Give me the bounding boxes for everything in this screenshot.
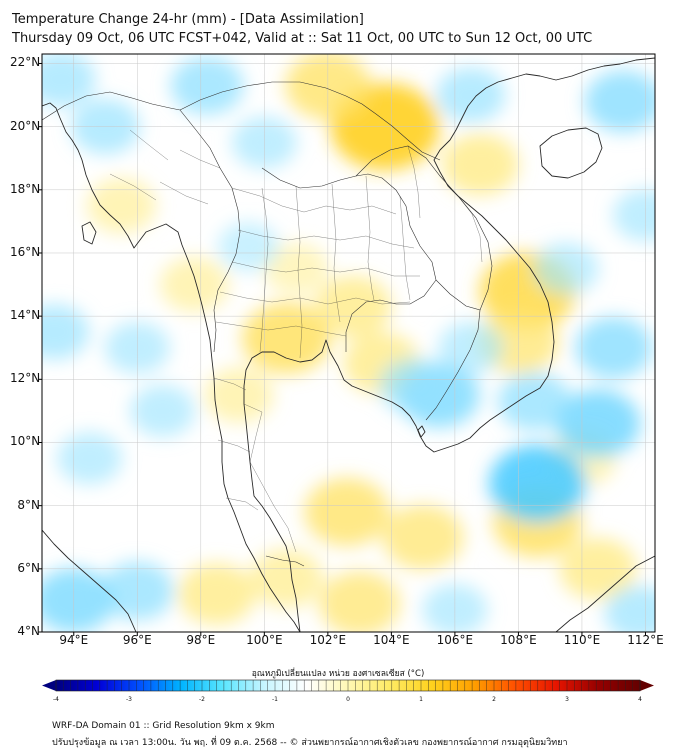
lat-tick-label: 6°N [17, 560, 40, 575]
colorbar-tick-label: -4 [53, 696, 59, 703]
colorbar-tick-label: 4 [638, 696, 642, 703]
anomaly-blob-6 [314, 275, 392, 338]
colorbar-tick-label: 0 [346, 696, 350, 703]
lat-tick-label: 14°N [10, 308, 41, 323]
anomaly-blob-36 [436, 67, 506, 123]
anomaly-blob-16 [178, 563, 256, 625]
malaysia-borneo [555, 555, 655, 632]
anomaly-blob-33 [584, 70, 655, 133]
hainan-island [539, 127, 603, 179]
sumatra-tip [42, 529, 137, 632]
anomaly-blob-2 [441, 133, 519, 196]
anomaly-blob-40 [130, 384, 196, 437]
colorbar-tick-label: -2 [199, 696, 205, 703]
anomaly-blob-13 [382, 504, 464, 570]
temperature-field [42, 54, 655, 632]
lon-tick-label: 104°E [373, 633, 410, 647]
colorbar-tick-label: 2 [492, 696, 496, 703]
anomaly-blob-27 [379, 358, 449, 414]
colorbar-high-arrow [640, 680, 654, 691]
anomaly-blob-17 [250, 549, 324, 608]
anomaly-blob-12 [304, 477, 390, 546]
colorbar-title: อุณหภูมิเปลี่ยนแปลง หน่วย องศาเซลเซียส (… [251, 669, 425, 679]
colorbar-tick-label: 1 [419, 696, 423, 703]
axis-ticks [38, 62, 646, 636]
anomaly-blob-32 [575, 316, 653, 379]
coastlines [42, 57, 655, 632]
chart-title: Temperature Change 24-hr (mm) - [Data As… [12, 12, 364, 27]
lat-lon-grid [42, 54, 655, 632]
lon-tick-label: 94°E [59, 633, 89, 647]
lat-tick-label: 18°N [10, 181, 41, 196]
colorbar-frame [55, 679, 641, 692]
lat-tick-label: 16°N [10, 244, 41, 259]
anomaly-blob-10 [159, 256, 229, 313]
myanmar-thailand-border [179, 109, 241, 353]
lon-tick-label: 112°E [627, 633, 664, 647]
chart-subtitle: Thursday 09 Oct, 06 UTC FCST+042, Valid … [12, 31, 593, 46]
cambodia-vietnam-border [425, 279, 481, 421]
lat-tick-label: 4°N [17, 624, 40, 638]
thailand-cambodia-border [345, 279, 437, 352]
thai-malay-border [265, 555, 305, 567]
anomaly-blob-24 [170, 56, 244, 115]
colorbar-tick-label: 3 [565, 696, 569, 703]
lon-tick-label: 110°E [563, 633, 601, 647]
footer-credit: ปรับปรุงข้อมูล ณ เวลา 13:00น. วัน พฤ. ที… [52, 738, 568, 748]
anomaly-blob-28 [488, 444, 586, 523]
anomaly-blob-15 [319, 571, 401, 632]
province-lines [109, 129, 483, 553]
colorbar-tick-label: -3 [126, 696, 132, 703]
lat-tick-label: 22°N [10, 55, 41, 70]
anomaly-blob-22 [42, 54, 96, 107]
east-peninsula-coastline [243, 57, 655, 632]
thailand-laos-border [261, 167, 437, 281]
colorbar [42, 679, 654, 692]
lon-tick-label: 102°E [309, 633, 347, 647]
anomaly-blob-29 [555, 389, 641, 458]
myanmar-india-border [42, 91, 181, 121]
anomaly-blob-35 [533, 242, 599, 295]
anomaly-blob-20 [42, 568, 115, 632]
mainland-coastline [42, 102, 301, 632]
footer-model-info: WRF-DA Domain 01 :: Grid Resolution 9km … [52, 721, 275, 731]
colorbar-tick-label: -1 [272, 696, 278, 703]
anomaly-blob-39 [57, 432, 123, 485]
lat-tick-label: 8°N [17, 497, 40, 512]
anomaly-blob-34 [612, 189, 655, 242]
anomaly-blob-8 [263, 242, 329, 295]
phu-quoc-island [417, 425, 426, 438]
laos-vietnam-border [355, 145, 493, 311]
colorbar-low-arrow [42, 680, 56, 691]
anomaly-blob-42 [604, 585, 655, 632]
plot-frame [41, 53, 656, 633]
lon-tick-label: 106°E [436, 633, 474, 647]
anomaly-blob-9 [204, 367, 274, 423]
lat-tick-label: 10°N [10, 434, 41, 449]
andaman-island [81, 221, 97, 245]
anomaly-blob-43 [217, 222, 279, 272]
lon-tick-label: 100°E [246, 633, 283, 647]
anomaly-blob-11 [86, 178, 156, 234]
lon-tick-label: 108°E [500, 633, 537, 647]
lat-tick-label: 20°N [10, 118, 41, 133]
political-borders [42, 81, 493, 567]
lon-tick-label: 98°E [186, 633, 216, 647]
anomaly-blob-37 [42, 304, 90, 360]
lat-tick-label: 12°N [10, 371, 41, 386]
china-border [179, 81, 441, 161]
lon-tick-label: 96°E [122, 633, 152, 647]
anomaly-blob-30 [497, 372, 571, 431]
